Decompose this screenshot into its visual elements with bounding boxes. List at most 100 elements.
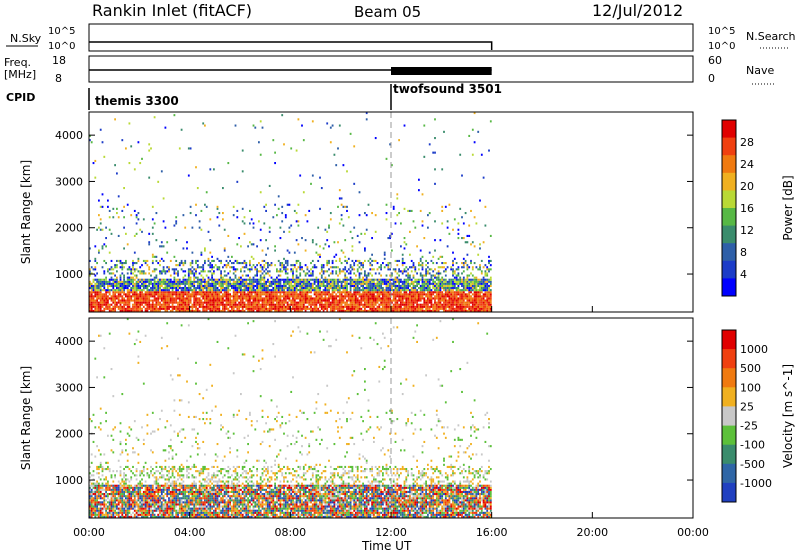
range-cell [310,307,312,310]
range-cell [178,147,181,150]
range-cell [400,278,402,281]
range-cell [103,259,106,262]
range-cell [295,301,298,304]
range-cell [238,280,240,283]
range-cell [196,284,199,287]
range-cell [471,282,474,285]
range-cell [317,278,320,281]
range-cell [227,255,230,258]
range-cell [356,278,359,281]
range-cell [117,234,120,237]
range-cell [99,501,102,504]
range-cell [186,297,188,300]
range-cell [311,309,314,312]
range-cell [151,305,154,308]
range-cell [443,266,445,269]
range-cell [338,295,341,298]
range-cell [108,280,111,283]
range-cell [252,226,255,229]
range-cell [320,268,323,271]
range-cell [227,295,230,298]
range-cell [320,274,323,277]
range-cell [243,216,246,219]
range-cell [446,301,449,304]
range-cell [353,301,356,304]
range-cell [116,301,118,304]
range-cell [489,280,492,283]
range-cell [121,209,124,212]
range-cell [189,282,192,285]
range-cell [488,287,490,290]
range-cell [98,497,100,500]
range-cell [110,284,113,287]
range-cell [365,301,368,304]
range-cell [265,253,267,256]
range-cell [123,226,125,229]
range-cell [274,303,276,306]
range-cell [243,280,246,283]
range-cell [186,287,188,290]
range-cell [356,289,359,292]
range-cell [254,299,257,302]
range-cell [396,299,399,302]
range-cell [358,291,361,294]
range-cell [146,287,149,290]
range-cell [186,282,188,285]
range-cell [335,278,338,281]
range-cell [328,305,330,308]
range-cell [245,280,248,283]
range-cell [349,289,352,292]
range-cell [403,282,406,285]
range-cell [101,293,104,296]
range-cell [320,305,323,308]
range-cell [306,284,309,287]
range-cell [423,301,426,304]
range-cell [385,301,388,304]
range-cell [207,280,210,283]
range-cell [169,259,172,262]
range-cell [101,282,104,285]
range-cell [441,293,444,296]
range-cell [360,264,363,267]
range-cell [153,116,156,119]
range-cell [392,282,395,285]
range-cell [317,289,320,292]
range-cell [132,495,134,498]
range-cell [342,224,345,227]
range-cell [331,297,334,300]
range-cell [452,268,454,271]
range-cell [169,287,172,290]
range-cell [392,293,395,296]
range-cell [488,270,490,273]
range-cell [198,305,201,308]
range-cell [214,297,217,300]
range-cell [94,486,97,489]
range-cell [344,295,347,298]
range-cell [286,272,289,275]
range-cell [385,280,388,283]
range-cell [358,295,361,298]
range-cell [362,287,364,290]
range-cell [373,301,375,304]
range-cell [344,272,347,275]
range-cell [353,289,356,292]
range-cell [326,293,329,296]
range-cell [89,309,91,312]
range-cell [130,278,133,281]
range-cell [391,282,393,285]
range-cell [259,278,262,281]
range-cell [292,291,294,294]
range-cell [308,274,311,277]
range-cell [99,301,102,304]
cpid-label-1: twofsound 3501 [393,82,502,96]
range-cell [382,282,384,285]
range-cell [98,486,100,489]
range-cell [205,289,208,292]
range-cell [466,264,469,267]
range-cell [443,301,445,304]
range-cell [439,307,442,310]
range-cell [245,284,248,287]
range-cell [178,303,181,306]
range-cell [360,289,363,292]
range-cell [405,295,408,298]
